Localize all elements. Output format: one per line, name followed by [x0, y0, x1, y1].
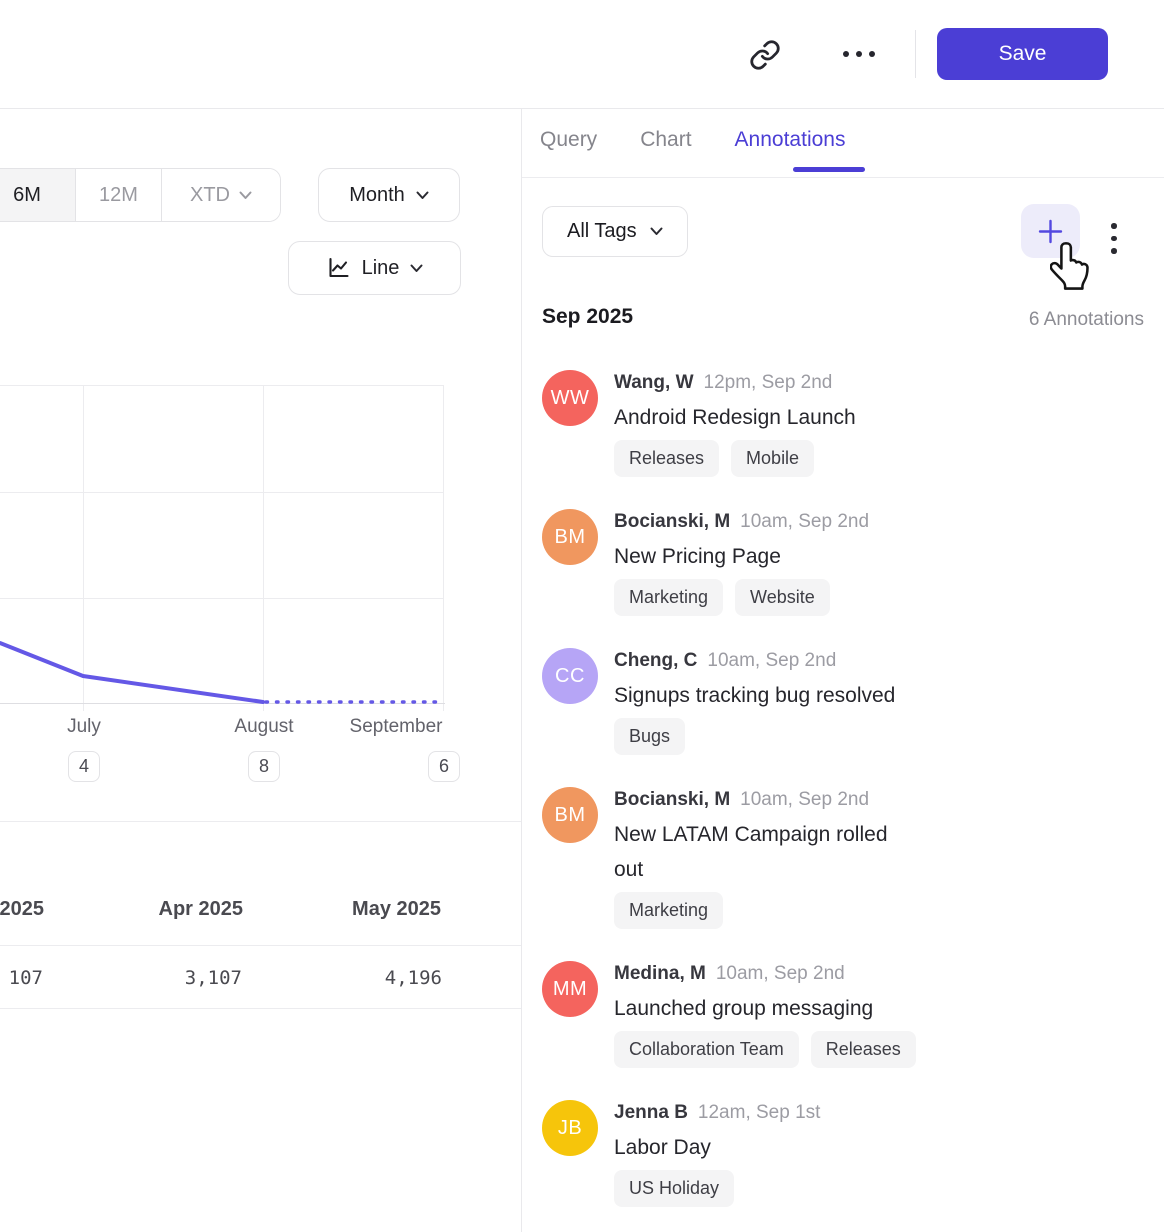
annotation-avatar: BM: [542, 509, 598, 565]
table-border: [0, 1008, 521, 1009]
annotation-tag[interactable]: Releases: [614, 440, 720, 477]
table-header-col2: Apr 2025: [158, 898, 244, 920]
annotation-author: Cheng, C: [614, 650, 698, 671]
annotation-author: Bocianski, M: [614, 789, 731, 810]
gridline: [0, 385, 443, 386]
annotation-timestamp: 12pm, Sep 2nd: [703, 372, 833, 393]
annotation-author: Wang, W: [614, 372, 694, 393]
date-range-segmented-control: 6M 12M XTD: [0, 168, 281, 222]
annotation-avatar: BM: [542, 787, 598, 843]
annotation-title: New Pricing Page: [614, 545, 781, 568]
chart-series-layer: [0, 641, 443, 704]
kebab-menu-icon: [1111, 223, 1117, 229]
panel-top-border: [0, 108, 1164, 109]
annotation-timestamp: 10am, Sep 2nd: [715, 963, 845, 984]
range-6m-button[interactable]: 6M: [0, 169, 75, 221]
annotation-timestamp: 10am, Sep 2nd: [740, 511, 870, 532]
annotation-avatar: JB: [542, 1100, 598, 1156]
annotation-title: Android Redesign Launch: [614, 406, 856, 429]
chart-line-solid: [0, 641, 265, 704]
annotation-timestamp: 10am, Sep 2nd: [740, 789, 870, 810]
annotations-menu-button[interactable]: [1111, 223, 1117, 254]
chevron-down-icon: [650, 227, 663, 236]
tag-filter-dropdown[interactable]: All Tags: [542, 206, 688, 257]
table-header-col1: 2025: [0, 898, 44, 920]
header-divider: [915, 30, 916, 78]
table-border: [0, 945, 521, 946]
annotation-title: New LATAM Campaign rolled out: [614, 823, 888, 881]
link-icon: [749, 39, 781, 71]
annotation-count-badge-july[interactable]: 4: [67, 751, 101, 782]
annotation-item[interactable]: JB Jenna B 12am, Sep 1st Labor Day US Ho…: [542, 1100, 1144, 1207]
annotation-author: Jenna B: [614, 1102, 688, 1123]
annotation-item[interactable]: CC Cheng, C 10am, Sep 2nd Signups tracki…: [542, 648, 1144, 755]
tab-query[interactable]: Query: [540, 128, 598, 151]
annotation-tag[interactable]: US Holiday: [614, 1170, 735, 1207]
more-options-icon: [843, 51, 849, 57]
annotation-tag[interactable]: Collaboration Team: [614, 1031, 799, 1068]
x-axis-label-september: September: [349, 716, 443, 737]
more-options-button[interactable]: [843, 51, 875, 57]
x-axis-label-july: July: [67, 716, 101, 737]
table-border: [0, 821, 521, 822]
annotation-tag[interactable]: Mobile: [731, 440, 815, 477]
chevron-down-icon: [410, 264, 423, 273]
x-axis-label-august: August: [234, 716, 294, 737]
chart-plot: [0, 385, 446, 711]
annotation-item[interactable]: MM Medina, M 10am, Sep 2nd Launched grou…: [542, 961, 1144, 1068]
tab-chart[interactable]: Chart: [640, 128, 692, 151]
annotation-tag[interactable]: Marketing: [614, 579, 724, 616]
add-annotation-button[interactable]: [1021, 204, 1080, 258]
annotation-item[interactable]: WW Wang, W 12pm, Sep 2nd Android Redesig…: [542, 370, 1144, 477]
chart-type-dropdown[interactable]: Line: [288, 241, 461, 295]
save-button[interactable]: Save: [937, 28, 1108, 80]
annotation-author: Medina, M: [614, 963, 706, 984]
annotations-count: 6 Annotations: [1028, 309, 1144, 330]
gridline: [0, 492, 443, 493]
annotations-list: WW Wang, W 12pm, Sep 2nd Android Redesig…: [542, 370, 1144, 1232]
annotation-title: Labor Day: [614, 1136, 711, 1159]
annotation-tag[interactable]: Bugs: [614, 718, 686, 755]
plus-icon: [1037, 218, 1064, 245]
range-xtd-button[interactable]: XTD: [161, 169, 280, 221]
range-12m-button[interactable]: 12M: [75, 169, 161, 221]
table-value-col1: 107: [8, 967, 43, 989]
interval-dropdown[interactable]: Month: [318, 168, 460, 222]
tab-annotations[interactable]: Annotations: [734, 128, 846, 151]
annotation-title: Signups tracking bug resolved: [614, 684, 896, 707]
gridline: [83, 385, 84, 711]
gridline: [443, 385, 444, 711]
annotation-author: Bocianski, M: [614, 511, 731, 532]
x-axis-line: [0, 703, 445, 704]
annotation-title: Launched group messaging: [614, 997, 874, 1020]
line-chart-icon: [326, 256, 351, 280]
annotation-avatar: WW: [542, 370, 598, 426]
annotation-tag[interactable]: Website: [735, 579, 830, 616]
annotations-month-header: Sep 2025: [542, 305, 634, 328]
active-tab-underline: [793, 167, 865, 172]
panel-vertical-divider: [521, 108, 522, 1232]
chevron-down-icon: [416, 191, 429, 200]
tabs-bottom-border: [522, 177, 1164, 178]
annotation-avatar: CC: [542, 648, 598, 704]
table-value-col2: 3,107: [184, 967, 242, 989]
chevron-down-icon: [239, 191, 252, 200]
annotation-tag[interactable]: Releases: [810, 1031, 916, 1068]
gridline: [0, 598, 443, 599]
table-value-col3: 4,196: [384, 967, 442, 989]
panel-tabs: Query Chart Annotations: [540, 128, 845, 152]
annotation-item[interactable]: BM Bocianski, M 10am, Sep 2nd New Pricin…: [542, 509, 1144, 616]
annotation-avatar: MM: [542, 961, 598, 1017]
copy-link-button[interactable]: [749, 39, 781, 71]
annotation-timestamp: 12am, Sep 1st: [697, 1102, 821, 1123]
gridline: [263, 385, 264, 711]
table-header-col3: May 2025: [352, 898, 441, 920]
annotation-count-badge-august[interactable]: 8: [247, 751, 281, 782]
annotation-tag[interactable]: Marketing: [614, 892, 724, 929]
annotation-timestamp: 10am, Sep 2nd: [707, 650, 837, 671]
annotation-item[interactable]: BM Bocianski, M 10am, Sep 2nd New LATAM …: [542, 787, 1144, 929]
annotation-count-badge-september[interactable]: 6: [427, 751, 461, 782]
